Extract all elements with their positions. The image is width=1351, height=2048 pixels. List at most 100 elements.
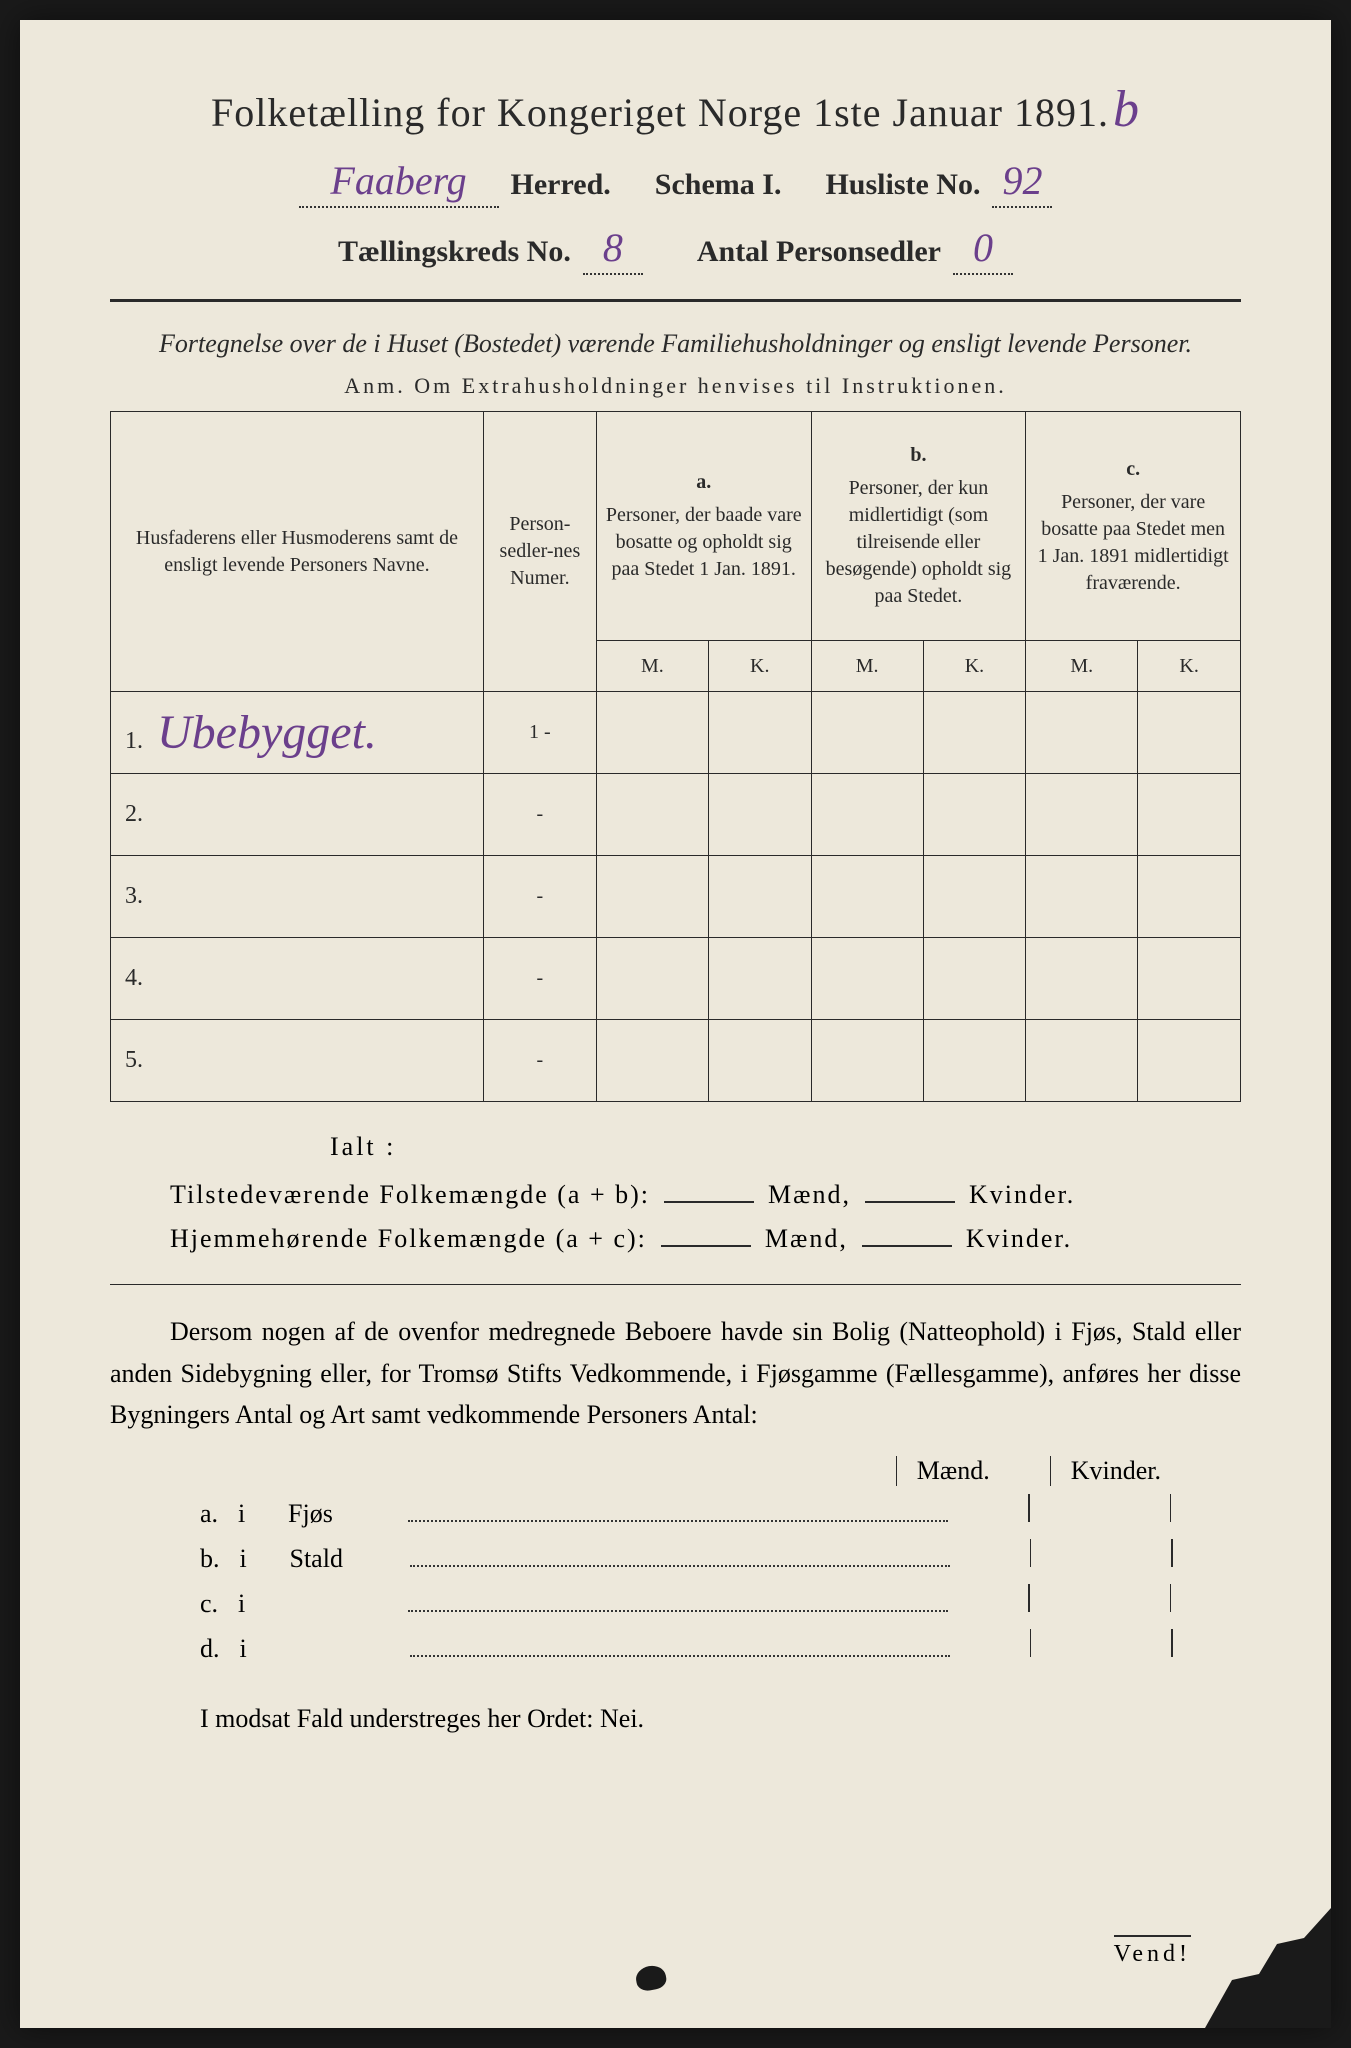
header-line-3: Tællingskreds No. 8 Antal Personsedler 0 [110,224,1241,275]
row-number: 2. [125,801,143,827]
col-a-text: Personer, der baade vare bosatte og opho… [606,504,802,580]
value-cell [708,692,811,774]
title-suffix-handwritten: b [1113,80,1140,139]
title-text: Folketælling for Kongeriget Norge 1ste J… [211,89,1109,136]
name-cell: 4. [111,938,484,1020]
building-i: i [240,1634,270,1664]
building-row: c.i [200,1584,1241,1619]
col-a-m: M. [596,641,708,692]
value-cell [1026,938,1138,1020]
kvinder-2: Kvinder. [966,1224,1072,1254]
vend-label: Vend! [1114,1935,1191,1968]
vertical-separator [1028,1494,1030,1522]
table-row: 1.Ubebygget.1 - [111,692,1241,774]
blank-field [862,1245,952,1247]
dotted-fill [408,1586,948,1612]
building-i: i [240,1544,270,1574]
document-page: Folketælling for Kongeriget Norge 1ste J… [20,20,1331,2028]
vertical-separator [1171,1539,1173,1567]
closing-line: I modsat Fald understreges her Ordet: Ne… [110,1704,1241,1734]
name-cell: 3. [111,856,484,938]
value-cell [923,692,1026,774]
kreds-field: 8 [583,224,643,275]
vertical-separator [1028,1584,1030,1612]
building-label: Fjøs [288,1499,388,1529]
header-line-2: Faaberg Herred. Schema I. Husliste No. 9… [110,157,1241,208]
col-a-k: K. [708,641,811,692]
value-cell [708,774,811,856]
name-cell: 2. [111,774,484,856]
anm-text: Anm. Om Extrahusholdninger henvises til … [344,373,1006,398]
col-b-text: Personer, der kun midlertidigt (som tilr… [826,477,1012,607]
col-c-label: c. [1034,456,1232,483]
blank-field [865,1201,955,1203]
value-cell [1026,856,1138,938]
mk-header: Mænd. Kvinder. [110,1456,1241,1486]
value-cell [923,856,1026,938]
value-cell [1026,774,1138,856]
value-cell [1138,938,1241,1020]
dotted-fill [410,1631,950,1657]
value-cell [596,1020,708,1102]
schema-label: Schema I. [655,168,782,202]
table-row: 5. - [111,1020,1241,1102]
dotted-fill [408,1496,948,1522]
dotted-fill [410,1541,950,1567]
vertical-separator [1170,1584,1172,1612]
vertical-separator [1030,1629,1032,1657]
value-cell [811,692,923,774]
blank-field [661,1245,751,1247]
kvinder-1: Kvinder. [969,1180,1075,1210]
summary-line-2: Hjemmehørende Folkemængde (a + c): Mænd,… [110,1224,1241,1254]
building-row: b.iStald [200,1539,1241,1574]
value-cell [708,938,811,1020]
maend-1: Mænd, [768,1180,851,1210]
numer-cell: - [483,774,596,856]
value-cell [708,1020,811,1102]
anm-line: Anm. Om Extrahusholdninger henvises til … [110,373,1241,399]
table-row: 4.- [111,938,1241,1020]
summary-2-label: Hjemmehørende Folkemængde (a + c): [170,1224,647,1254]
numer-cell: - [483,1020,596,1102]
numer-cell: 1 - [483,692,596,774]
divider-1 [110,299,1241,302]
value-cell [596,856,708,938]
value-cell [811,938,923,1020]
maend-header: Mænd. [896,1456,990,1486]
value-cell [1026,1020,1138,1102]
value-cell [811,774,923,856]
value-cell [596,938,708,1020]
col-c-text: Personer, der vare bosatte paa Stedet me… [1038,491,1229,594]
name-cell: 5. [111,1020,484,1102]
value-cell [1026,692,1138,774]
table-row: 2. - [111,774,1241,856]
inkblot-icon [634,1964,668,1993]
col-a-label: a. [605,469,803,496]
vertical-separator [1030,1539,1032,1567]
value-cell [596,692,708,774]
vertical-separator [1171,1629,1173,1657]
value-cell [1138,692,1241,774]
col1-header: Husfaderens eller Husmoderens samt de en… [136,527,458,576]
value-cell [1138,856,1241,938]
row-number: 5. [125,1047,143,1073]
herred-label: Herred. [511,168,611,202]
building-row: d.i [200,1629,1241,1664]
building-row: a.iFjøs [200,1494,1241,1529]
col-c-m: M. [1026,641,1138,692]
building-label: Stald [290,1544,390,1574]
row-number: 1. [125,728,143,754]
value-cell [811,856,923,938]
row-number: 3. [125,883,143,909]
value-cell [811,1020,923,1102]
ialt-label: Ialt : [110,1132,1241,1162]
col-c-k: K. [1138,641,1241,692]
blank-field [664,1201,754,1203]
value-cell [1138,774,1241,856]
name-cell: 1.Ubebygget. [111,692,484,774]
kreds-label: Tællingskreds No. [338,235,571,269]
herred-field: Faaberg [299,157,499,208]
building-i: i [238,1499,268,1529]
col-b-m: M. [811,641,923,692]
main-table: Husfaderens eller Husmoderens samt de en… [110,411,1241,1102]
